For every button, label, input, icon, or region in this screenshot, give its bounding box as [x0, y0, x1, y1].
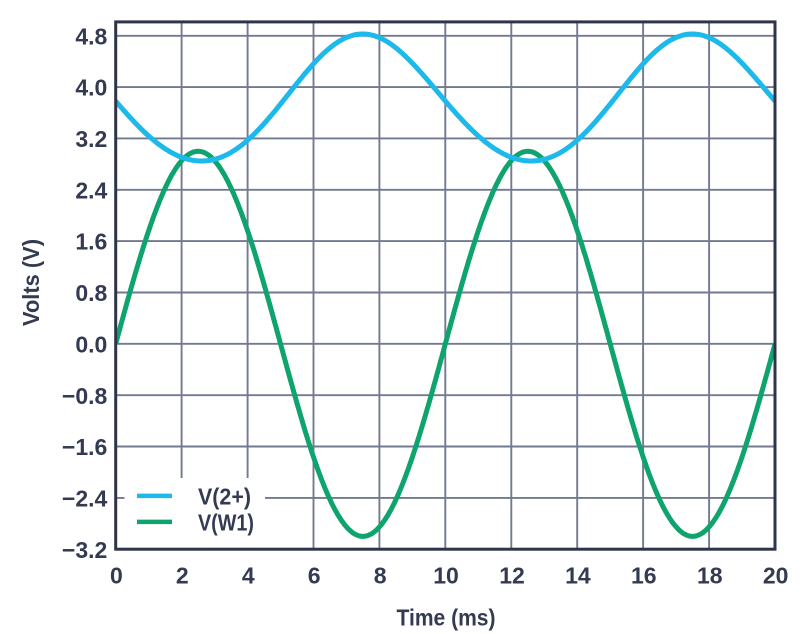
svg-text:3.2: 3.2: [75, 126, 107, 152]
svg-text:14: 14: [565, 563, 591, 589]
svg-text:−0.8: −0.8: [62, 383, 108, 409]
svg-text:20: 20: [763, 563, 789, 589]
svg-text:0.0: 0.0: [75, 331, 107, 357]
svg-text:V(2+): V(2+): [198, 483, 251, 509]
svg-text:10: 10: [433, 563, 459, 589]
svg-text:2: 2: [176, 563, 189, 589]
svg-text:0: 0: [110, 563, 123, 589]
svg-text:4.0: 4.0: [75, 75, 107, 101]
svg-text:4: 4: [242, 563, 255, 589]
svg-text:−1.6: −1.6: [62, 434, 107, 460]
svg-text:18: 18: [697, 563, 723, 589]
svg-text:−2.4: −2.4: [62, 486, 108, 512]
svg-text:16: 16: [631, 563, 657, 589]
svg-text:2.4: 2.4: [75, 177, 107, 203]
svg-text:1.6: 1.6: [75, 229, 107, 255]
svg-text:−3.2: −3.2: [62, 537, 107, 563]
svg-text:Time (ms): Time (ms): [397, 605, 496, 631]
svg-text:Volts (V): Volts (V): [18, 239, 44, 326]
svg-text:8: 8: [374, 563, 387, 589]
svg-text:V(W1): V(W1): [198, 509, 254, 535]
svg-text:0.8: 0.8: [75, 280, 107, 306]
svg-text:12: 12: [499, 563, 525, 589]
svg-text:4.8: 4.8: [75, 23, 107, 49]
svg-text:6: 6: [308, 563, 321, 589]
